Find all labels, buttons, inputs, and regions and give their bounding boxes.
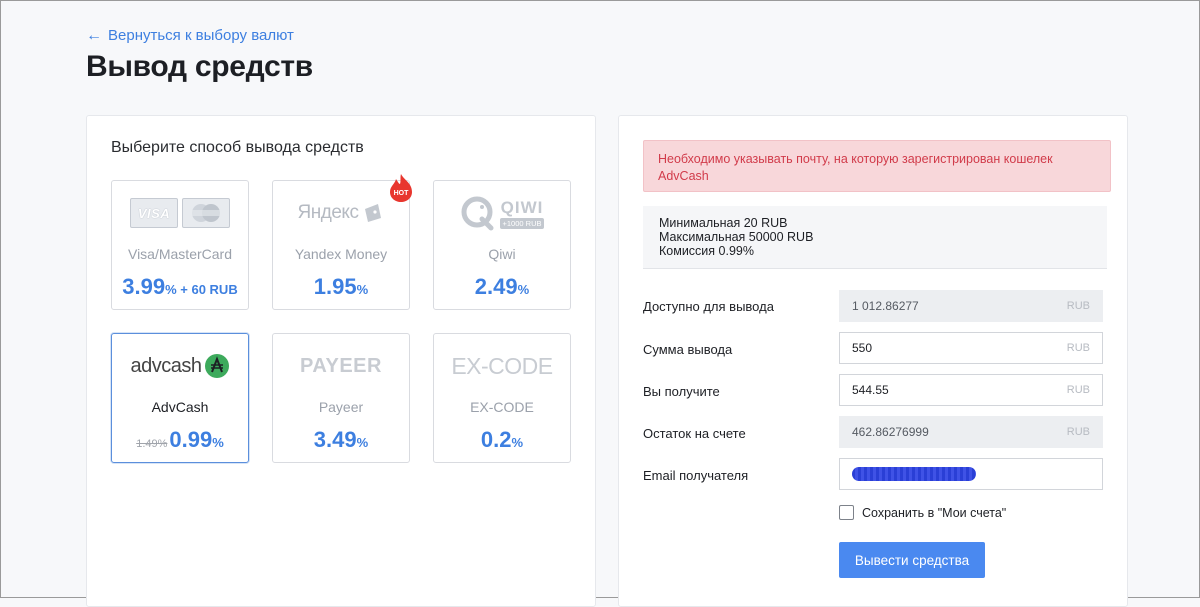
- redacted-email-scribble: [852, 467, 976, 481]
- method-card-payeer[interactable]: PAYEER Payeer 3.49%: [272, 333, 410, 463]
- receive-amount-input[interactable]: 544.55 RUB: [839, 374, 1103, 406]
- method-name: Payeer: [318, 399, 364, 415]
- withdrawal-amount-value: 550: [852, 341, 873, 355]
- method-fee: 1.95%: [273, 274, 409, 300]
- recipient-email-input[interactable]: [839, 458, 1103, 490]
- arrow-left-icon: ←: [86, 26, 102, 44]
- save-to-accounts-checkbox[interactable]: [839, 505, 854, 520]
- available-amount-value: 1 012.86277: [852, 299, 919, 313]
- withdrawal-methods-panel: Выберите способ вывода средств VISA Visa…: [86, 115, 596, 607]
- fee-unit: %: [356, 435, 369, 450]
- back-link-label: Вернуться к выбору валют: [108, 27, 294, 44]
- fee-value: 0.99: [169, 427, 213, 452]
- currency-label: RUB: [1066, 300, 1090, 312]
- fee-extra: + 60 RUB: [176, 282, 238, 297]
- method-fee: 0.2%: [434, 427, 570, 453]
- receive-label: Вы получите: [643, 384, 720, 399]
- withdrawal-amount-input[interactable]: 550 RUB: [839, 332, 1103, 364]
- hot-badge: HOT: [387, 173, 415, 203]
- excode-logo-text: EX-CODE: [451, 352, 553, 379]
- method-card-advcash[interactable]: advcash AdvCash 1.49%0.99%: [111, 333, 249, 463]
- balance-label: Остаток на счете: [643, 426, 746, 441]
- method-fee: 2.49%: [434, 274, 570, 300]
- page-title: Вывод средств: [86, 50, 313, 83]
- currency-label: RUB: [1066, 426, 1090, 438]
- fee-value: 2.49: [474, 274, 518, 299]
- method-name: Visa/MasterCard: [127, 246, 232, 262]
- fee-unit: %: [517, 282, 530, 297]
- method-card-visa-mastercard[interactable]: VISA Visa/MasterCard 3.99% + 60 RUB: [111, 180, 249, 310]
- advcash-logo: advcash: [112, 346, 248, 386]
- currency-label: RUB: [1066, 342, 1090, 354]
- fee-value: 3.49: [313, 427, 357, 452]
- payeer-logo: PAYEER: [273, 346, 409, 386]
- amount-label: Сумма вывода: [643, 342, 733, 357]
- method-name: EX-CODE: [470, 399, 534, 415]
- method-fee: 3.99% + 60 RUB: [112, 274, 248, 300]
- withdrawal-form-panel: Необходимо указывать почту, на которую з…: [618, 115, 1128, 607]
- fee-value: 1.95: [313, 274, 357, 299]
- yandex-logo: Яндекс: [273, 193, 409, 233]
- save-to-accounts-checkbox-row[interactable]: Сохранить в "Мои счета": [839, 505, 1006, 520]
- visa-mastercard-logo: VISA: [112, 193, 248, 233]
- commission-info: Комиссия 0.99%: [659, 244, 754, 258]
- available-label: Доступно для вывода: [643, 299, 774, 314]
- email-warning-alert: Необходимо указывать почту, на которую з…: [643, 140, 1111, 192]
- fee-value: 0.2: [480, 427, 512, 452]
- yandex-logo-text: Яндекс: [297, 202, 359, 223]
- visa-card-icon: VISA: [130, 198, 178, 228]
- remaining-balance-field: 462.86276999 RUB: [839, 416, 1103, 448]
- mastercard-icon: [182, 198, 230, 228]
- fee-unit: %: [511, 435, 524, 450]
- available-amount-field: 1 012.86277 RUB: [839, 290, 1103, 322]
- fee-old-value: 1.49%: [136, 438, 168, 450]
- wallet-icon: [365, 204, 382, 222]
- excode-logo: EX-CODE: [434, 346, 570, 386]
- advcash-logo-text: advcash: [130, 354, 203, 377]
- payeer-logo-text: PAYEER: [300, 354, 382, 377]
- method-card-qiwi[interactable]: QIWI +1000 RUB Qiwi 2.49%: [433, 180, 571, 310]
- remaining-balance-value: 462.86276999: [852, 425, 929, 439]
- fee-unit: %: [356, 282, 369, 297]
- fee-value: 3.99: [122, 274, 166, 299]
- method-card-excode[interactable]: EX-CODE EX-CODE 0.2%: [433, 333, 571, 463]
- back-to-currencies-link[interactable]: ← Вернуться к выбору валют: [86, 27, 294, 44]
- limit-min: Минимальная 20 RUB: [659, 216, 788, 230]
- withdraw-funds-button[interactable]: Вывести средства: [839, 542, 985, 578]
- method-name: Yandex Money: [294, 246, 388, 262]
- currency-label: RUB: [1066, 384, 1090, 396]
- email-label: Email получателя: [643, 468, 749, 483]
- qiwi-logo-text: QIWI: [500, 197, 544, 217]
- method-name: Qiwi: [488, 246, 516, 262]
- advcash-mark-icon: [204, 354, 229, 378]
- save-to-accounts-label: Сохранить в "Мои счета": [862, 505, 1007, 520]
- method-fee: 3.49%: [273, 427, 409, 453]
- hot-badge-label: HOT: [394, 190, 410, 197]
- method-card-yandex-money[interactable]: Яндекс HOT Yandex Money 1.95%: [272, 174, 412, 310]
- method-fee: 1.49%0.99%: [112, 427, 248, 453]
- method-name: AdvCash: [151, 399, 209, 415]
- methods-heading: Выберите способ вывода средств: [111, 139, 364, 156]
- limit-max: Максимальная 50000 RUB: [659, 230, 814, 244]
- receive-amount-value: 544.55: [852, 383, 889, 397]
- fee-unit: %: [165, 282, 177, 297]
- limits-info-box: Минимальная 20 RUB Максимальная 50000 RU…: [643, 206, 1107, 269]
- qiwi-bonus-badge: +1000 RUB: [499, 217, 545, 229]
- fee-unit: %: [212, 435, 224, 450]
- qiwi-icon: [461, 196, 493, 231]
- qiwi-logo: QIWI +1000 RUB: [434, 193, 570, 233]
